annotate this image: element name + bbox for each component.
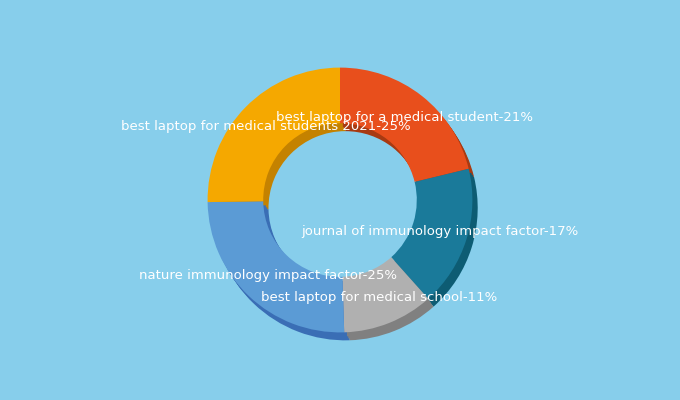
Wedge shape bbox=[207, 68, 340, 202]
Wedge shape bbox=[347, 265, 434, 340]
Wedge shape bbox=[343, 257, 428, 332]
Wedge shape bbox=[396, 177, 478, 307]
Text: best laptop for medical school-11%: best laptop for medical school-11% bbox=[260, 291, 497, 304]
Wedge shape bbox=[344, 74, 473, 188]
Wedge shape bbox=[213, 209, 350, 340]
Wedge shape bbox=[343, 72, 471, 186]
Wedge shape bbox=[346, 263, 432, 338]
Wedge shape bbox=[391, 169, 473, 299]
Wedge shape bbox=[210, 205, 347, 336]
Wedge shape bbox=[394, 173, 475, 303]
Wedge shape bbox=[340, 68, 469, 182]
Text: best laptop for a medical student-21%: best laptop for a medical student-21% bbox=[276, 111, 533, 124]
Text: journal of immunology impact factor-17%: journal of immunology impact factor-17% bbox=[301, 224, 579, 238]
Wedge shape bbox=[211, 207, 348, 338]
Wedge shape bbox=[211, 74, 344, 208]
Wedge shape bbox=[210, 72, 343, 206]
Wedge shape bbox=[395, 175, 477, 305]
Text: best laptop for medical students 2021-25%: best laptop for medical students 2021-25… bbox=[120, 120, 410, 133]
Wedge shape bbox=[345, 261, 431, 336]
Wedge shape bbox=[207, 201, 344, 332]
Wedge shape bbox=[213, 76, 345, 210]
Wedge shape bbox=[345, 76, 474, 190]
Text: nature immunology impact factor-25%: nature immunology impact factor-25% bbox=[139, 269, 397, 282]
